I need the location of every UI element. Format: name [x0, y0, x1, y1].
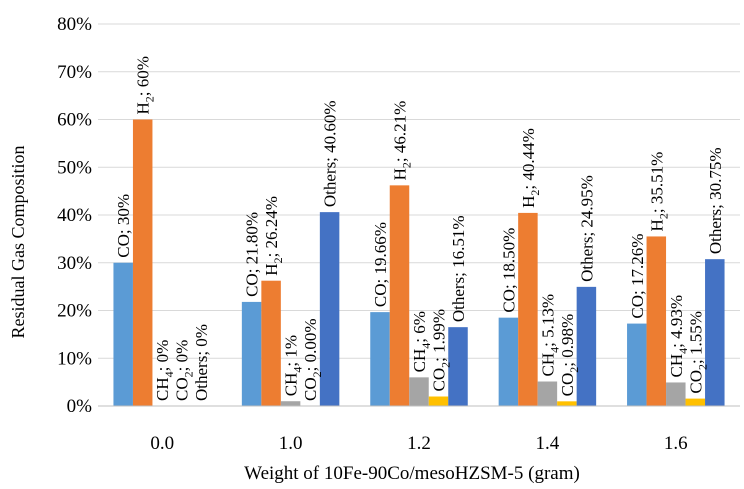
bar-ch4 — [409, 377, 429, 406]
data-label-h2: H2; 46.21% — [391, 101, 414, 181]
x-tick-label: 1.4 — [536, 433, 560, 454]
bar-co2 — [428, 396, 449, 406]
x-tick-label: 1.2 — [407, 433, 431, 454]
bar-co — [113, 262, 133, 406]
bar-h2 — [261, 280, 281, 406]
data-label-h2: H2; 26.24% — [262, 196, 285, 276]
bar-others — [576, 286, 597, 406]
x-tick-label: 1.0 — [279, 433, 303, 454]
data-label-ch4: CH4; 5.13% — [538, 294, 561, 377]
data-label-co2: CO2; 0% — [173, 340, 196, 401]
bar-co — [627, 323, 647, 406]
data-label-co2: CO2; 0.98% — [558, 314, 581, 397]
gridlines — [98, 23, 740, 359]
data-label-others: Others; 30.75% — [706, 147, 725, 254]
y-tick-label: 20% — [57, 301, 92, 322]
data-label-co: CO; 18.50% — [499, 228, 518, 313]
data-label-co: CO; 17.26% — [628, 234, 647, 319]
data-label-ch4: CH4; 1% — [282, 335, 305, 396]
x-axis-title: Weight of 10Fe-90Co/mesoHZSM-5 (gram) — [244, 463, 580, 484]
bar-co2 — [685, 398, 706, 406]
bar-h2 — [389, 185, 410, 406]
data-label-co2: CO2; 1.99% — [430, 309, 453, 392]
data-label-h2: H2; 60% — [134, 56, 157, 114]
bar-ch4 — [666, 382, 686, 406]
y-tick-label: 30% — [57, 253, 92, 274]
bar-co — [241, 301, 262, 406]
data-labels: CO; 30% H2; 60% CH4; 0%CO2; 0% Others; 0% CO… — [114, 56, 725, 401]
y-tick-label: 70% — [57, 62, 92, 83]
data-label-co: CO; 30% — [114, 194, 133, 258]
data-label-others: Others; 16.51% — [449, 215, 468, 322]
data-label-co2: CO2; 1.55% — [686, 311, 709, 394]
x-tick-labels: 0.0 1.0 1.2 1.4 1.6 — [150, 433, 687, 454]
y-tick-label: 50% — [57, 157, 92, 178]
y-tick-label: 40% — [57, 205, 92, 226]
bar-others — [705, 259, 725, 406]
bar-others — [319, 212, 340, 406]
bar-h2 — [518, 212, 538, 406]
y-tick-labels: 0% 10% 20% 30% 40% 50% 60% 70% 80% — [57, 14, 92, 417]
bar-others — [448, 327, 468, 406]
data-label-ch4: CH4; 6% — [410, 311, 433, 372]
x-tick-label: 0.0 — [150, 433, 174, 454]
y-tick-label: 0% — [67, 396, 93, 417]
y-tick-label: 10% — [57, 348, 92, 369]
x-tick-label: 1.6 — [664, 433, 688, 454]
data-label-co: CO; 21.80% — [243, 212, 262, 297]
y-tick-label: 80% — [57, 14, 92, 35]
data-label-ch4: CH4; 4.93% — [667, 295, 690, 378]
bar-ch4 — [537, 381, 558, 406]
data-label-co: CO; 19.66% — [371, 222, 390, 307]
bar-co — [498, 317, 519, 406]
data-label-h2: H2; 35.51% — [647, 152, 670, 232]
bar-h2 — [132, 119, 153, 406]
data-label-ch4: CH4; 0% — [153, 340, 176, 401]
bar-ch4 — [280, 401, 301, 406]
data-label-others: Others; 0% — [192, 324, 211, 401]
data-label-co2: CO2; 0.00% — [301, 318, 324, 401]
data-label-h2: H2; 40.44% — [519, 128, 542, 208]
y-tick-label: 60% — [57, 110, 92, 131]
data-label-others: Others; 40.60% — [321, 100, 340, 207]
bar-co — [370, 312, 390, 406]
y-axis-title: Residual Gas Composition — [8, 146, 28, 339]
bar-h2 — [646, 236, 667, 406]
data-label-others: Others; 24.95% — [577, 175, 596, 282]
bar-co2 — [557, 401, 577, 406]
bars — [113, 119, 725, 406]
